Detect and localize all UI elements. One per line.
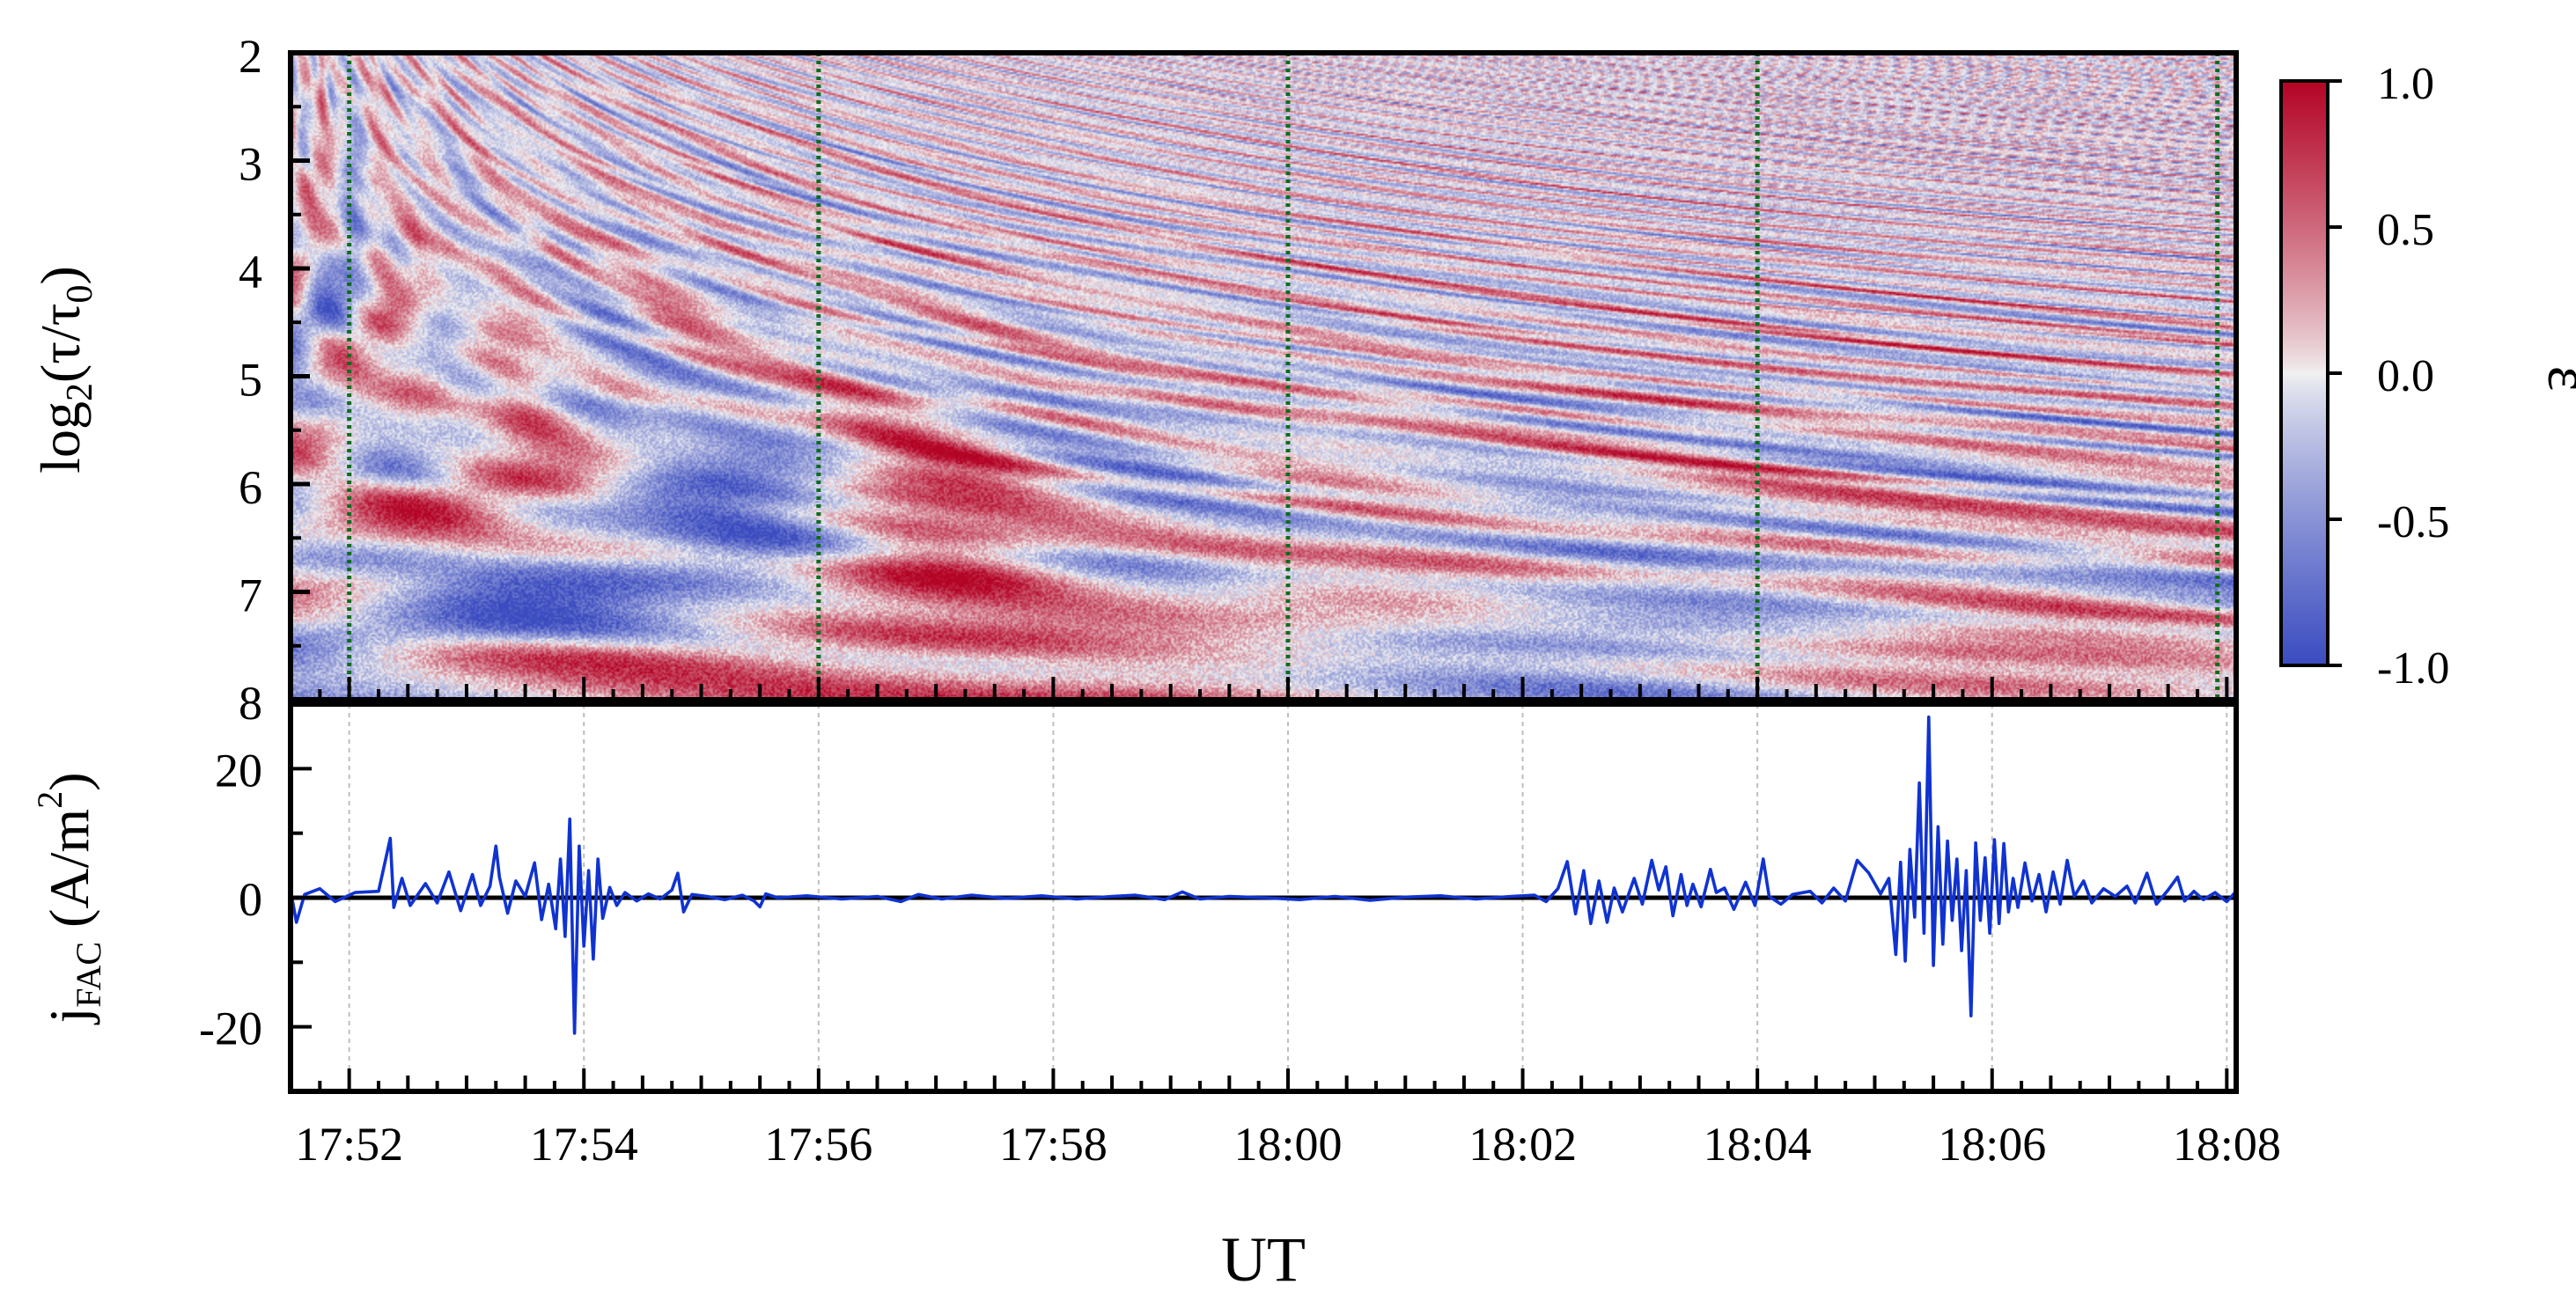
colorbar: 1.0 0.5 0.0 -0.5 -1.0 ε̅ — [2279, 59, 2576, 694]
top-y-axis-label: log2(τ/τ0) — [29, 266, 100, 474]
colorbar-tick-label: 0.5 — [2377, 205, 2434, 255]
colorbar-tick-label: 0.0 — [2377, 351, 2434, 401]
x-tick-label: 18:08 — [2173, 1118, 2281, 1171]
top-panel-frame — [288, 50, 2239, 702]
series-jfac-line — [289, 715, 2238, 1035]
top-y-tick-label: 3 — [239, 138, 262, 191]
x-tick-label: 18:04 — [1704, 1118, 1812, 1171]
top-y-axis-ticks: 2 3 4 5 6 7 8 — [239, 30, 310, 730]
colorbar-frame — [2279, 79, 2329, 667]
x-axis-label: UT — [1221, 1224, 1306, 1295]
colorbar-tick-label: 1.0 — [2377, 59, 2434, 109]
colorbar-tick-label: -0.5 — [2377, 497, 2449, 547]
x-tick-label: 17:54 — [530, 1118, 638, 1171]
bottom-y-tick-label: 20 — [215, 744, 262, 797]
bottom-y-tick-label: 0 — [239, 873, 262, 926]
bottom-y-axis-ticks: 20 0 -20 — [199, 702, 312, 1093]
top-y-tick-label: 4 — [239, 246, 262, 298]
top-y-tick-label: 7 — [239, 569, 262, 622]
x-tick-label: 17:58 — [999, 1118, 1108, 1171]
bottom-y-axis-label: jFAC (A/m2) — [30, 772, 108, 1024]
top-panel: 2 3 4 5 6 7 8 log2(τ/τ0) — [29, 30, 2239, 730]
x-tick-label: 17:56 — [764, 1118, 872, 1171]
x-tick-label: 17:52 — [295, 1118, 403, 1171]
wavelet-spectrogram-heatmap — [291, 53, 2236, 700]
colorbar-gradient — [2281, 81, 2328, 665]
bottom-x-axis-ticks: 17:52 17:54 17:56 17:58 18:00 18:02 18:04 18:06… — [289, 1068, 2281, 1171]
top-x-axis-ticks — [289, 677, 2229, 700]
colorbar-tick-label: -1.0 — [2377, 643, 2449, 694]
top-y-tick-label: 6 — [239, 461, 262, 514]
bottom-panel: 20 0 -20 17:52 17:54 17:56 17:58 18:00 18:02 18:… — [30, 701, 2281, 1171]
x-tick-label: 18:02 — [1468, 1118, 1577, 1171]
x-tick-label: 18:00 — [1233, 1118, 1342, 1171]
colorbar-label: ε̅ — [2536, 366, 2576, 408]
bottom-y-tick-label: -20 — [199, 1002, 262, 1055]
x-tick-label: 18:06 — [1938, 1118, 2046, 1171]
top-y-tick-label: 5 — [239, 354, 262, 407]
dotted-marker-lines — [347, 53, 2220, 700]
top-y-tick-label: 8 — [239, 677, 262, 730]
colorbar-ticks: 1.0 0.5 0.0 -0.5 -1.0 — [2328, 59, 2449, 694]
top-y-tick-label: 2 — [239, 30, 262, 83]
